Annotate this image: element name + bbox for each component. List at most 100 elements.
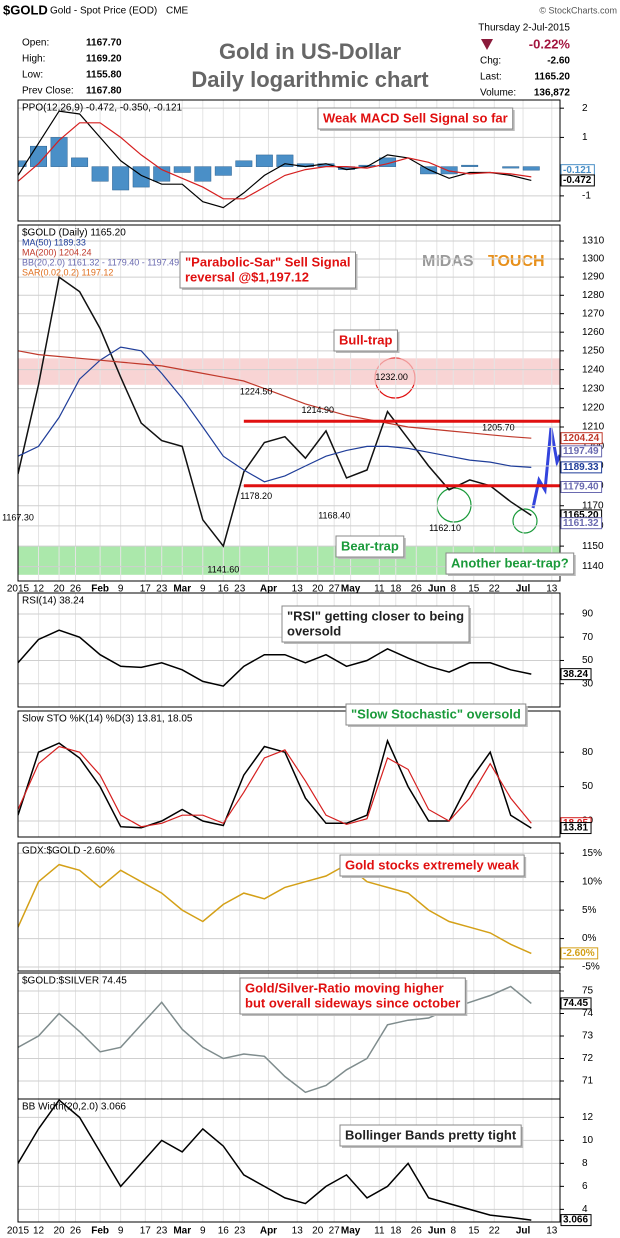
x-tick-label: 2015 bbox=[7, 1226, 30, 1237]
last-value-box bbox=[560, 461, 603, 474]
y-tick-label: 1170 bbox=[582, 500, 604, 511]
x-tick-label: 16 bbox=[218, 584, 230, 595]
panel-frame bbox=[17, 224, 561, 582]
y-tick-label: 1140 bbox=[582, 561, 604, 572]
last-value-box bbox=[560, 432, 603, 445]
x-tick-label: 20 bbox=[312, 584, 324, 595]
y-tick-label: 2 bbox=[582, 103, 588, 114]
point-label: 1232.00 bbox=[375, 372, 408, 382]
stat-value: 1155.80 bbox=[86, 70, 122, 81]
x-tick-label: Jun bbox=[428, 584, 446, 595]
x-tick-label: 9 bbox=[118, 584, 124, 595]
point-label: 1178.20 bbox=[240, 491, 272, 501]
point-label: 1162.10 bbox=[429, 523, 461, 533]
x-tick-label: 11 bbox=[374, 584, 385, 595]
annotation-box bbox=[333, 329, 398, 352]
y-tick-label: 70 bbox=[582, 632, 594, 643]
annotation-text: Weak MACD Sell Signal so far bbox=[323, 110, 508, 125]
quote-label: Last: bbox=[480, 72, 502, 83]
highlight-circle bbox=[512, 508, 538, 534]
histogram-bar bbox=[235, 160, 253, 167]
last-value-box bbox=[560, 480, 603, 493]
x-tick-label: 26 bbox=[70, 584, 82, 595]
x-tick-label: 9 bbox=[118, 1226, 124, 1237]
histogram-bar bbox=[71, 157, 89, 167]
panel-frame bbox=[17, 592, 561, 708]
x-tick-label: 20 bbox=[53, 584, 65, 595]
logo: TOUCH bbox=[488, 253, 545, 270]
x-tick-label: 9 bbox=[200, 1226, 206, 1237]
y-tick-label: 71 bbox=[582, 1076, 594, 1087]
description: Gold - Spot Price (EOD) bbox=[50, 6, 157, 17]
change: -0.22% bbox=[529, 36, 571, 51]
x-tick-label: 22 bbox=[489, 1226, 501, 1237]
last-value-label: 1165.20 bbox=[563, 510, 599, 521]
series-line bbox=[18, 346, 532, 483]
y-tick-label: 1240 bbox=[582, 364, 605, 375]
annotation-text: Gold/Silver-Ratio moving higher bbox=[245, 980, 444, 995]
y-tick-label: 90 bbox=[582, 609, 594, 620]
series-line bbox=[18, 350, 532, 439]
y-tick-label: 15% bbox=[582, 848, 602, 859]
series-line bbox=[18, 1099, 532, 1221]
x-tick-label: 22 bbox=[489, 584, 501, 595]
y-tick-label: 1250 bbox=[582, 345, 605, 356]
y-tick-label: 72 bbox=[582, 1053, 594, 1064]
x-tick-label: 26 bbox=[411, 1226, 423, 1237]
y-tick-label: 1300 bbox=[582, 254, 605, 265]
y-tick-label: 1220 bbox=[582, 402, 605, 413]
histogram-bar bbox=[440, 166, 458, 175]
y-tick-label: 1310 bbox=[582, 236, 605, 247]
x-tick-label: 13 bbox=[292, 1226, 304, 1237]
y-tick-label: 8 bbox=[582, 1158, 588, 1169]
annotation-box bbox=[281, 605, 470, 643]
y-tick-label: 1280 bbox=[582, 290, 605, 301]
last-value-box bbox=[560, 822, 592, 835]
legend-entry: SAR(0.02,0.2) 1197.12 bbox=[22, 267, 113, 277]
y-tick-label: -1 bbox=[582, 191, 591, 202]
histogram-bar bbox=[50, 137, 68, 167]
symbol: $GOLD bbox=[3, 2, 48, 17]
legend-entry: BB(20,2.0) 1161.32 - 1179.40 - 1197.49 bbox=[22, 257, 179, 267]
annotation-text: but overall sideways since october bbox=[245, 995, 460, 1010]
last-value-label: 3.066 bbox=[563, 1215, 588, 1226]
panel-title: BB Width(20,2.0) 3.066 bbox=[22, 1102, 126, 1113]
down-arrow bbox=[481, 39, 493, 50]
histogram-bar bbox=[91, 166, 109, 182]
x-tick-label: Mar bbox=[173, 1226, 191, 1237]
x-tick-label: 13 bbox=[546, 1226, 558, 1237]
quote-label: Volume: bbox=[480, 88, 516, 99]
x-tick-label: 27 bbox=[329, 1226, 341, 1237]
annotation-text: "RSI" getting closer to being bbox=[287, 608, 464, 623]
x-tick-label: Jul bbox=[516, 1226, 531, 1237]
y-tick-label: 1260 bbox=[582, 327, 605, 338]
x-tick-label: 8 bbox=[450, 584, 456, 595]
panel-frame bbox=[17, 99, 561, 222]
annotation-box bbox=[335, 535, 405, 558]
annotation-text: "Slow Stochastic" oversold bbox=[351, 706, 521, 721]
y-tick-label: 6 bbox=[582, 1181, 588, 1192]
series-line bbox=[18, 738, 532, 829]
point-label: 1224.50 bbox=[240, 386, 273, 396]
last-value-box bbox=[560, 517, 603, 530]
x-tick-label: Feb bbox=[91, 584, 109, 595]
x-tick-label: 12 bbox=[33, 1226, 45, 1237]
point-label: 1168.40 bbox=[318, 510, 350, 520]
panel-title: $GOLD (Daily) 1165.20 bbox=[22, 228, 126, 239]
series-line bbox=[18, 122, 532, 200]
last-value-box bbox=[560, 1214, 592, 1227]
x-tick-label: 26 bbox=[411, 584, 423, 595]
annotation-text: "Parabolic-Sar" Sell Signal bbox=[185, 254, 351, 269]
quote-value: 136,872 bbox=[534, 88, 571, 99]
series-line bbox=[18, 110, 532, 209]
last-value-label: 74.45 bbox=[563, 998, 588, 1009]
y-tick-label: 73 bbox=[582, 1031, 594, 1042]
stat-label: Low: bbox=[22, 70, 43, 81]
histogram-bar bbox=[18, 160, 27, 167]
x-tick-label: 17 bbox=[140, 584, 152, 595]
y-tick-label: 50 bbox=[582, 781, 594, 792]
y-tick-label: 5% bbox=[582, 905, 597, 916]
x-tick-label: 18 bbox=[390, 1226, 402, 1237]
x-tick-label: 13 bbox=[546, 584, 558, 595]
x-tick-label: 18 bbox=[390, 584, 402, 595]
